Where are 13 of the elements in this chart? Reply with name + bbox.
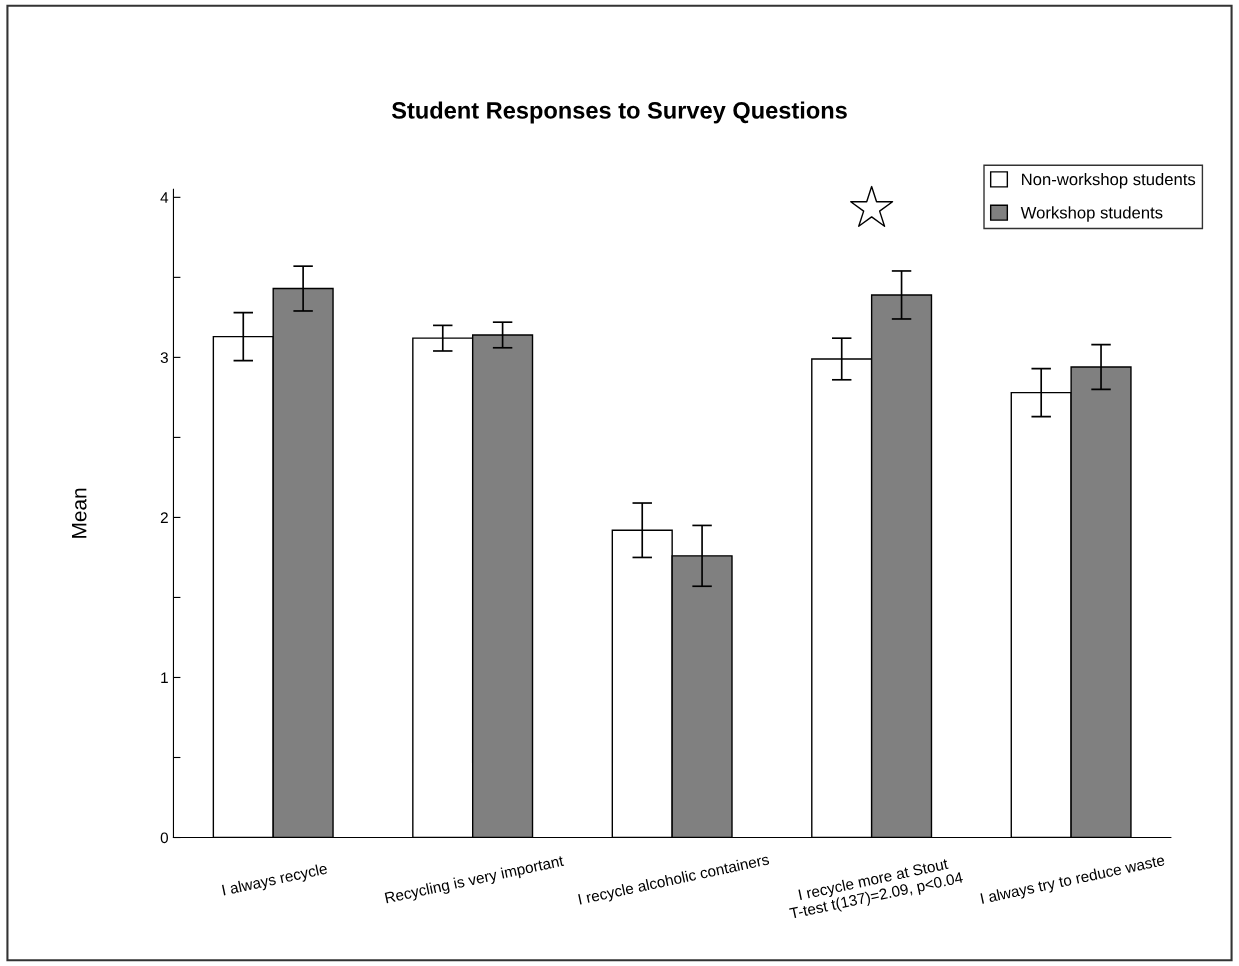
y-tick-label: 2 (160, 512, 168, 523)
x-tick-label: I always try to reduce waste (980, 854, 1166, 907)
y-tick-label: 4 (160, 192, 169, 203)
y-tick-label: 1 (161, 672, 168, 684)
legend-label: Workshop students (1020, 206, 1163, 222)
x-tick-label: I always recycle (221, 862, 329, 899)
x-tick-label: I recycle alcoholic containers (578, 853, 771, 908)
y-axis-title: Mean (72, 488, 87, 538)
legend-label: Non-workshop students (1022, 173, 1196, 189)
x-tick-label: Recycling is very important (384, 854, 565, 907)
y-tick-label: 3 (160, 352, 168, 364)
y-tick-label: 0 (160, 832, 168, 844)
chart-title: Student Responses to Survey Questions (391, 101, 847, 124)
